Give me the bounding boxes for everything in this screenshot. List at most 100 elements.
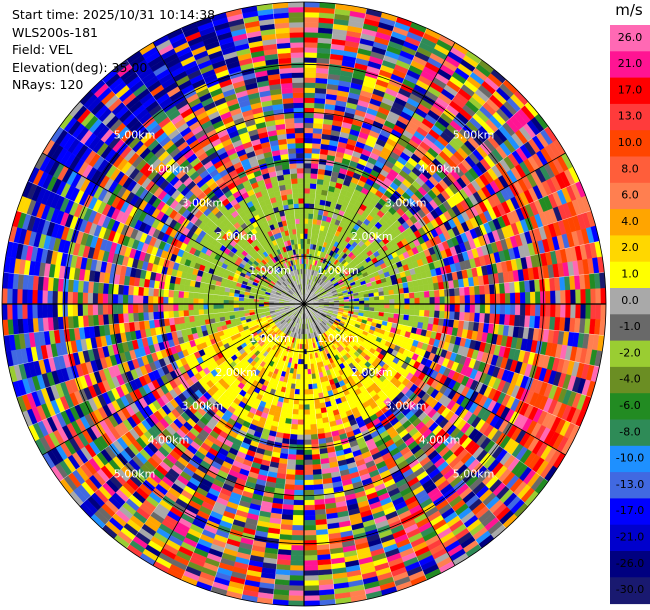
velocity-gate [595,303,602,320]
velocity-gate [429,297,436,305]
velocity-gate [303,142,313,149]
velocity-gate [303,560,318,566]
velocity-gate [439,289,445,298]
velocity-gate [295,454,305,461]
velocity-gate [464,312,471,322]
velocity-gate [433,289,440,298]
velocity-gate [303,122,314,129]
velocity-gate [424,297,430,305]
velocity-gate [294,388,300,395]
velocity-gate [303,464,313,471]
velocity-gate [509,303,516,316]
velocity-gate [590,288,597,305]
velocity-gate [294,484,305,491]
velocity-gate [315,188,323,195]
velocity-gate [408,309,415,316]
velocity-gate [414,303,420,311]
velocity-gate [303,519,316,526]
velocity-gate [433,310,440,319]
velocity-gate [294,474,305,481]
velocity-gate [388,308,395,314]
velocity-gate [315,418,324,425]
ray-gap [303,28,428,305]
velocity-gate [316,178,324,185]
velocity-gate [424,303,430,311]
velocity-gate [290,428,298,435]
velocity-gate [423,310,430,318]
velocity-gate [535,291,541,305]
velocity-gate [289,433,298,440]
velocity-gate [312,464,322,471]
velocity-gate [575,289,581,305]
velocity-gate [303,147,313,154]
velocity-gate [499,303,506,315]
velocity-gate [413,285,420,293]
velocity-gate [294,469,305,476]
velocity-gate [284,418,293,425]
velocity-gate [283,428,291,435]
velocity-gate [489,293,496,305]
velocity-gate [303,1,320,8]
velocity-gate [303,152,313,159]
velocity-gate [303,474,314,481]
velocity-gate [298,399,305,405]
velocity-gate [293,489,305,496]
velocity-gate [383,308,390,314]
velocity-gate [312,127,323,134]
velocity-gate [504,293,511,305]
velocity-gate [303,550,318,556]
velocity-gate [290,545,305,551]
velocity-gate [479,303,486,314]
ray-gap [303,59,482,305]
velocity-gate [297,414,305,420]
velocity-gate [310,173,318,180]
velocity-gate [590,303,597,320]
velocity-gate [313,122,324,129]
velocity-gate [555,290,561,305]
velocity-gate [303,208,310,214]
velocity-gate [418,309,425,317]
velocity-gate [309,418,317,425]
velocity-gate [309,183,317,190]
velocity-gate [418,315,425,324]
velocity-gate [379,303,385,309]
velocity-gate [404,298,410,305]
velocity-gate [303,77,317,83]
velocity-gate [303,213,309,219]
velocity-gate [303,178,311,184]
velocity-gate [303,409,310,415]
velocity-gate [310,168,319,175]
velocity-gate [580,303,587,319]
velocity-gate [479,313,486,324]
velocity-gate [479,294,486,305]
velocity-gate [290,560,305,566]
velocity-gate [298,394,305,400]
velocity-gate [540,303,546,317]
velocity-gate [312,459,321,465]
velocity-gate [317,173,325,180]
velocity-gate [303,530,317,536]
velocity-gate [313,393,320,400]
velocity-gate [393,313,400,320]
velocity-gate [315,183,324,190]
velocity-gate [303,575,319,581]
velocity-gate [303,600,320,607]
velocity-gate [585,288,592,305]
velocity-gate [288,600,305,607]
velocity-gate [309,188,317,195]
velocity-gate [384,299,390,305]
velocity-gate [303,27,319,33]
velocity-gate [286,464,296,471]
velocity-gate [454,295,461,305]
velocity-gate [419,303,425,311]
velocity-gate [303,67,317,73]
velocity-gate [303,514,316,521]
velocity-gate [489,313,496,325]
velocity-gate [550,290,556,305]
velocity-gate [288,393,295,400]
velocity-gate [312,132,323,139]
velocity-gate [413,315,420,323]
velocity-gate [303,47,318,53]
ray-gap [303,79,507,305]
velocity-gate [303,52,318,58]
